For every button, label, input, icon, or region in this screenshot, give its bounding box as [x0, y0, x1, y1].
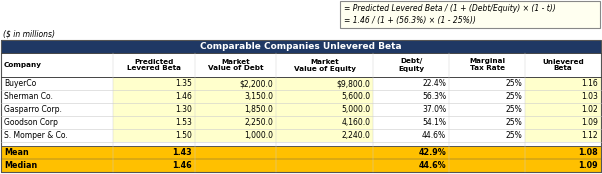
- Bar: [525, 77, 601, 90]
- Bar: [525, 129, 601, 142]
- Text: 25%: 25%: [505, 79, 522, 88]
- Text: 1.02: 1.02: [582, 105, 598, 114]
- Text: BuyerCo: BuyerCo: [4, 79, 36, 88]
- Text: 2,240.0: 2,240.0: [341, 131, 370, 140]
- Text: $2,200.0: $2,200.0: [239, 79, 273, 88]
- Text: 25%: 25%: [505, 92, 522, 101]
- Text: Unlevered
Beta: Unlevered Beta: [542, 58, 584, 72]
- Bar: [1, 116, 601, 129]
- Bar: [1, 77, 601, 90]
- Text: Comparable Companies Unlevered Beta: Comparable Companies Unlevered Beta: [200, 42, 402, 51]
- Bar: [1, 159, 601, 172]
- Text: 1.09: 1.09: [579, 161, 598, 170]
- Text: 5,600.0: 5,600.0: [341, 92, 370, 101]
- Text: = 1.46 / (1 + (56.3%) × (1 - 25%)): = 1.46 / (1 + (56.3%) × (1 - 25%)): [344, 16, 476, 25]
- Text: Goodson Corp: Goodson Corp: [4, 118, 58, 127]
- Bar: [1, 40, 601, 53]
- Text: $9,800.0: $9,800.0: [337, 79, 370, 88]
- Text: 54.1%: 54.1%: [422, 118, 446, 127]
- Text: S. Momper & Co.: S. Momper & Co.: [4, 131, 68, 140]
- Text: 5,000.0: 5,000.0: [341, 105, 370, 114]
- Text: 4,160.0: 4,160.0: [341, 118, 370, 127]
- Text: 1.08: 1.08: [579, 148, 598, 157]
- Text: 3,150.0: 3,150.0: [244, 92, 273, 101]
- Text: 1.46: 1.46: [172, 161, 191, 170]
- Text: 1.50: 1.50: [175, 131, 191, 140]
- Text: Company: Company: [4, 62, 42, 68]
- Text: 2,250.0: 2,250.0: [244, 118, 273, 127]
- Bar: [113, 103, 373, 116]
- Text: 1.12: 1.12: [582, 131, 598, 140]
- Text: Gasparro Corp.: Gasparro Corp.: [4, 105, 62, 114]
- Text: 1.03: 1.03: [581, 92, 598, 101]
- Bar: [1, 129, 601, 142]
- Text: 25%: 25%: [505, 118, 522, 127]
- Bar: [525, 103, 601, 116]
- Bar: [525, 116, 601, 129]
- Text: 25%: 25%: [505, 131, 522, 140]
- Bar: [113, 116, 373, 129]
- Bar: [1, 40, 601, 172]
- Text: ($ in millions): ($ in millions): [3, 30, 55, 38]
- Bar: [340, 1, 600, 28]
- Text: 1.16: 1.16: [582, 79, 598, 88]
- Bar: [1, 90, 601, 103]
- Text: Predicted
Levered Beta: Predicted Levered Beta: [127, 58, 181, 72]
- Text: 1,850.0: 1,850.0: [244, 105, 273, 114]
- Text: 1.30: 1.30: [175, 105, 191, 114]
- Text: 37.0%: 37.0%: [422, 105, 446, 114]
- Text: Market
Value of Equity: Market Value of Equity: [294, 58, 356, 72]
- Text: Debt/
Equity: Debt/ Equity: [398, 58, 424, 72]
- Text: 42.9%: 42.9%: [418, 148, 446, 157]
- Text: 44.6%: 44.6%: [418, 161, 446, 170]
- Text: 1.43: 1.43: [172, 148, 191, 157]
- Bar: [1, 103, 601, 116]
- Text: Median: Median: [4, 161, 37, 170]
- Text: Market
Value of Debt: Market Value of Debt: [208, 58, 263, 72]
- Bar: [113, 90, 373, 103]
- Text: 44.6%: 44.6%: [422, 131, 446, 140]
- Text: 25%: 25%: [505, 105, 522, 114]
- Text: 1.35: 1.35: [175, 79, 191, 88]
- Text: Mean: Mean: [4, 148, 29, 157]
- Text: Marginal
Tax Rate: Marginal Tax Rate: [469, 58, 505, 72]
- Text: = Predicted Levered Beta / (1 + (Debt/Equity) × (1 - t)): = Predicted Levered Beta / (1 + (Debt/Eq…: [344, 4, 556, 13]
- Bar: [113, 77, 373, 90]
- Text: 1.09: 1.09: [581, 118, 598, 127]
- Bar: [113, 129, 373, 142]
- Text: 56.3%: 56.3%: [422, 92, 446, 101]
- Text: 22.4%: 22.4%: [422, 79, 446, 88]
- Bar: [1, 53, 601, 77]
- Text: Sherman Co.: Sherman Co.: [4, 92, 53, 101]
- Bar: [1, 146, 601, 159]
- Text: 1.53: 1.53: [175, 118, 191, 127]
- Bar: [525, 90, 601, 103]
- Text: 1,000.0: 1,000.0: [244, 131, 273, 140]
- Text: 1.46: 1.46: [175, 92, 191, 101]
